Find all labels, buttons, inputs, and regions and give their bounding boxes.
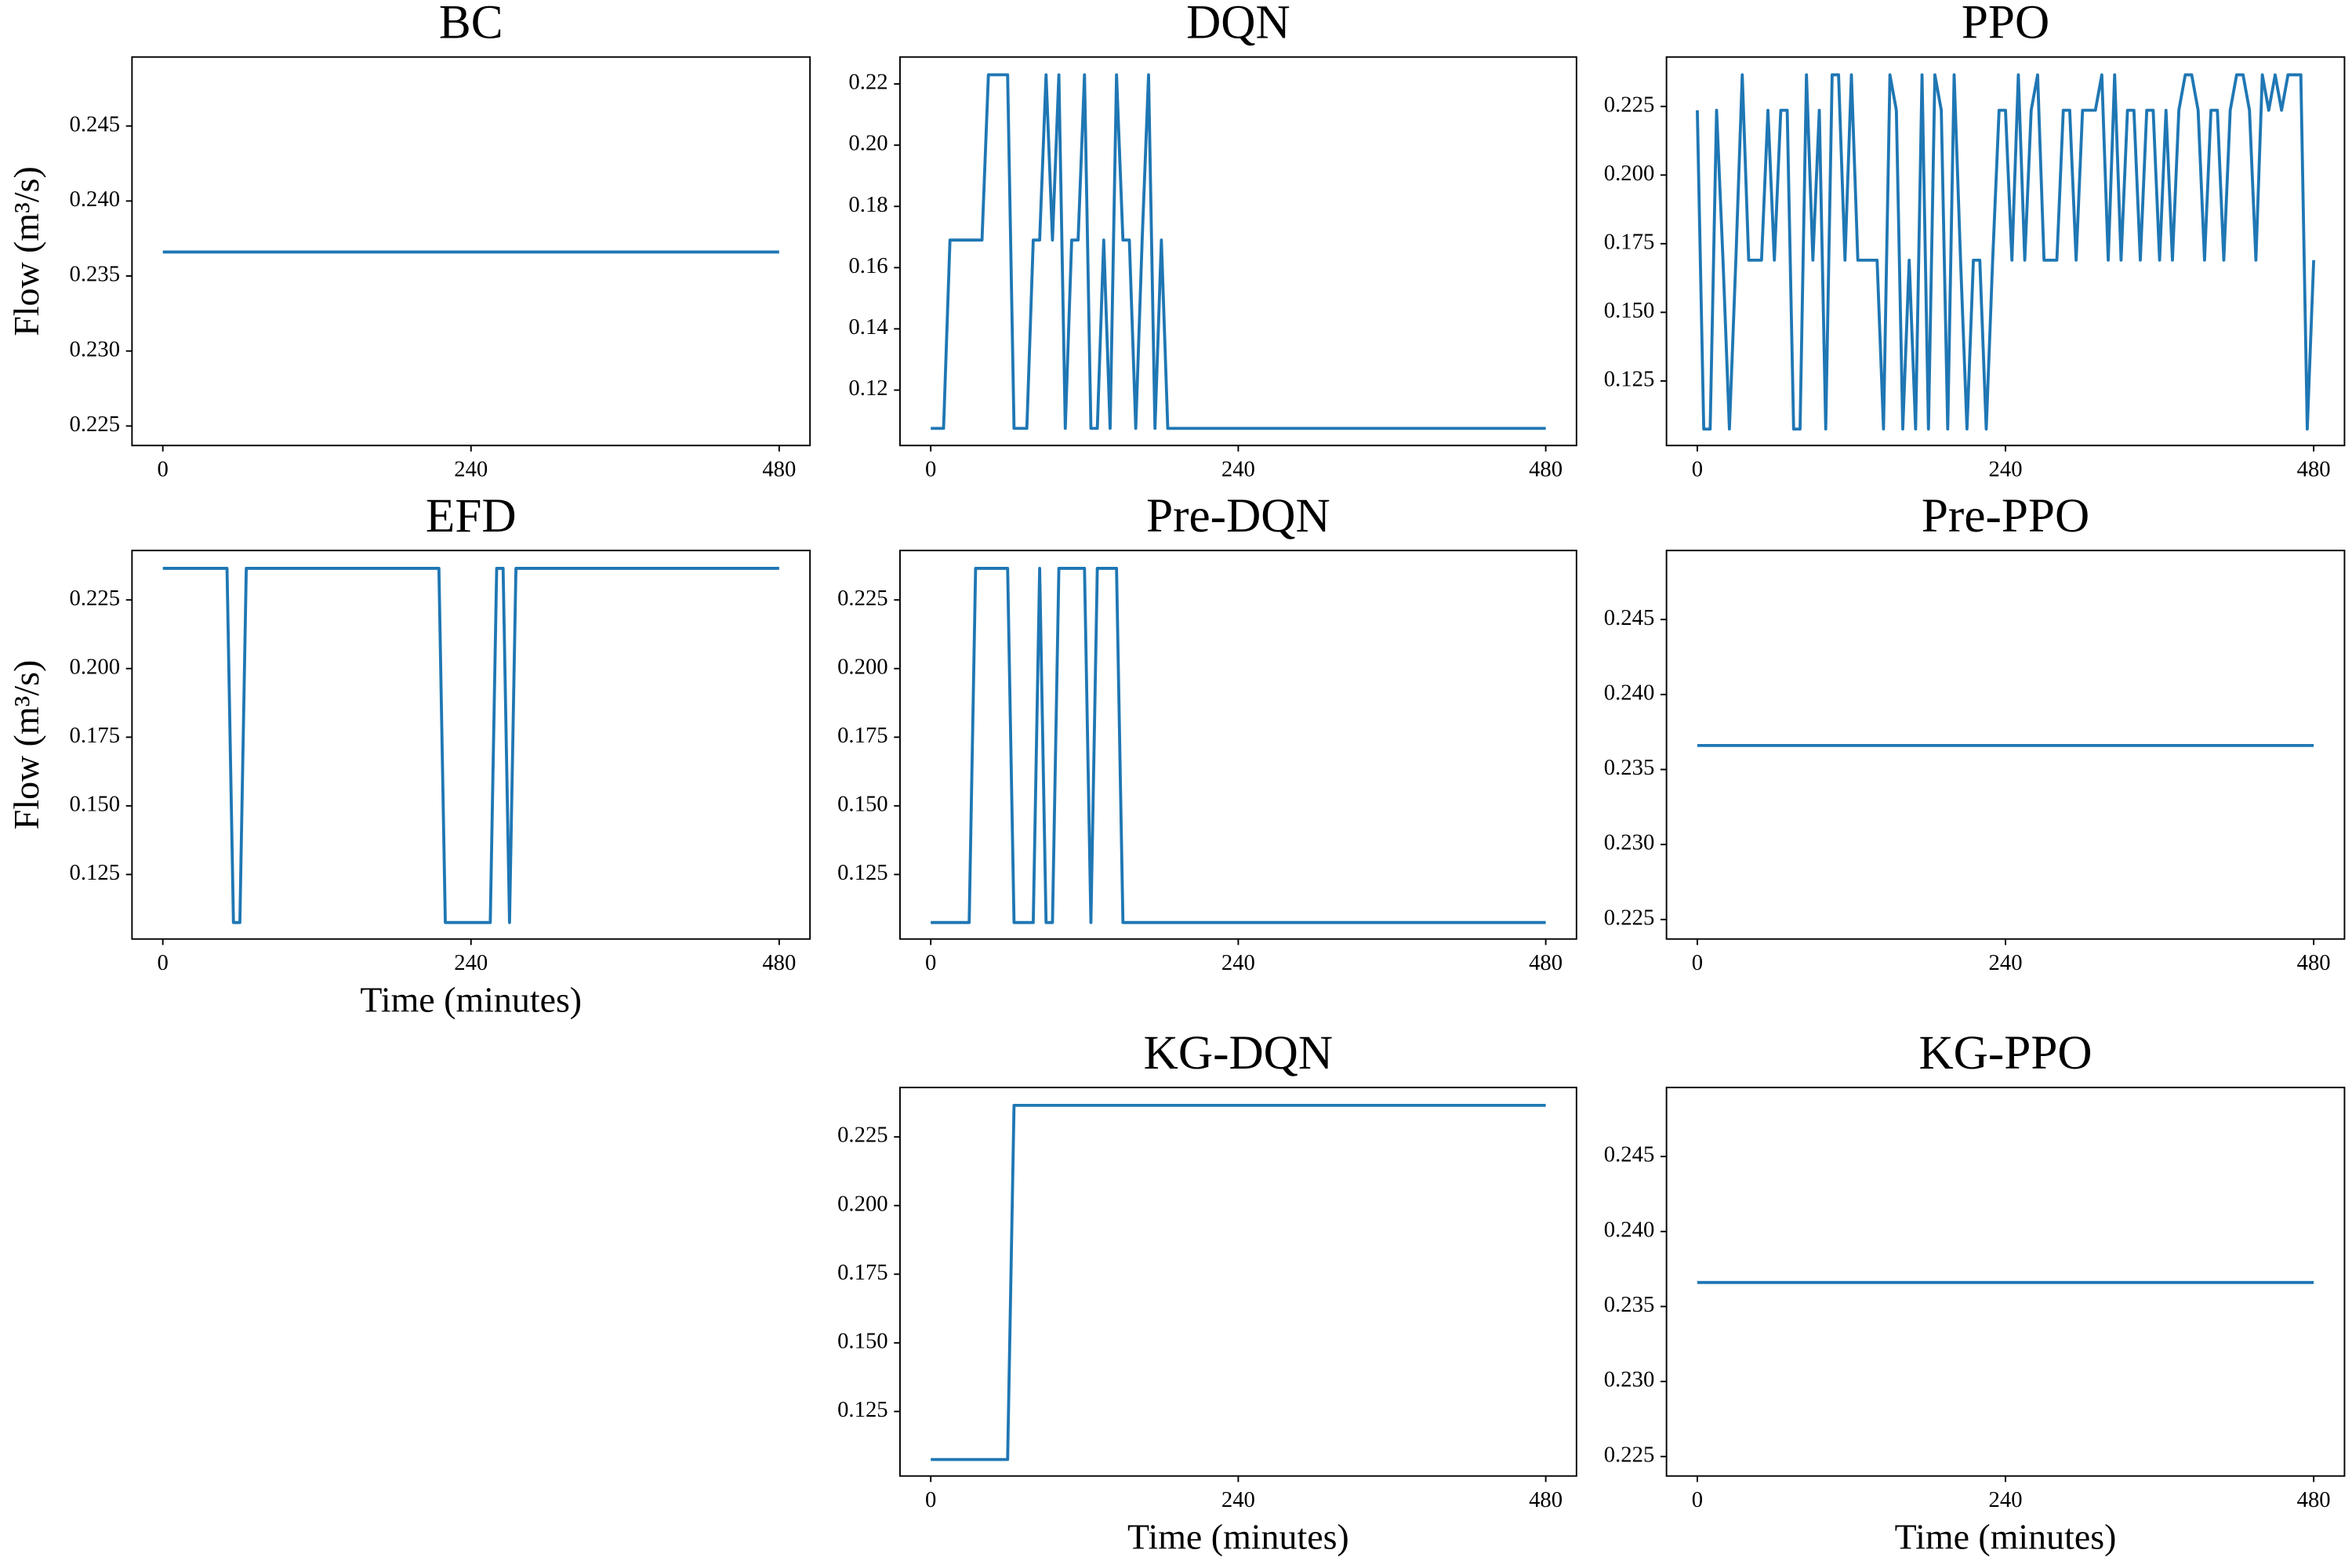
y-tick-label: 0.235 <box>1604 755 1655 780</box>
plot-frame <box>899 1087 1577 1477</box>
subplot-title: Pre-DQN <box>1146 489 1330 543</box>
plot-frame <box>131 56 811 447</box>
plot-frame <box>1665 550 2346 940</box>
x-tick-label: 480 <box>2297 950 2331 975</box>
y-tick-label: 0.240 <box>70 187 121 212</box>
subplot-title: Pre-PPO <box>1922 489 2089 543</box>
y-tick-label: 0.225 <box>1604 92 1655 117</box>
x-tick-label: 0 <box>158 456 169 481</box>
y-tick-label: 0.125 <box>837 1397 888 1422</box>
subplot-title: DQN <box>1186 0 1290 49</box>
data-line <box>931 1103 1546 1461</box>
x-tick-label: 0 <box>925 1487 936 1512</box>
y-tick-label: 0.225 <box>70 586 121 611</box>
x-tick-label: 240 <box>1221 456 1255 481</box>
data-line <box>1696 73 2316 431</box>
x-tick-label: 480 <box>2297 1487 2331 1512</box>
x-tick-label: 480 <box>1529 456 1563 481</box>
x-tick-label: 480 <box>762 456 796 481</box>
y-tick-label: 0.240 <box>1604 1217 1655 1242</box>
x-tick-label: 480 <box>762 950 796 975</box>
y-tick-label: 0.230 <box>1604 830 1655 855</box>
plot-frame <box>1665 1087 2346 1477</box>
subplot-title: KG-DQN <box>1144 1026 1333 1080</box>
plot-frame <box>899 550 1577 940</box>
y-tick-label: 0.245 <box>1604 605 1655 630</box>
y-tick-label: 0.245 <box>70 111 121 136</box>
y-tick-label: 0.200 <box>1604 161 1655 186</box>
y-tick-label: 0.225 <box>1604 905 1655 930</box>
y-axis-label: Flow (m³/s) <box>6 660 46 830</box>
x-tick-label: 0 <box>1692 1487 1703 1512</box>
x-axis-label: Time (minutes) <box>360 980 582 1020</box>
y-tick-label: 0.150 <box>1604 298 1655 323</box>
y-axis-label: Flow (m³/s) <box>6 166 46 336</box>
subplot-title: EFD <box>426 489 517 543</box>
x-tick-label: 0 <box>158 950 169 975</box>
y-tick-label: 0.12 <box>848 376 887 401</box>
subplot-title: PPO <box>1962 0 2049 49</box>
x-tick-label: 240 <box>454 456 488 481</box>
y-tick-label: 0.240 <box>1604 680 1655 705</box>
y-tick-label: 0.235 <box>1604 1292 1655 1317</box>
x-tick-label: 0 <box>925 950 936 975</box>
y-tick-label: 0.225 <box>837 586 888 611</box>
y-tick-label: 0.200 <box>837 1191 888 1216</box>
y-tick-label: 0.235 <box>70 262 121 287</box>
y-tick-label: 0.125 <box>1604 367 1655 392</box>
x-tick-label: 240 <box>1989 456 2023 481</box>
x-tick-label: 240 <box>1989 1487 2023 1512</box>
subplot-title: KG-PPO <box>1918 1026 2092 1080</box>
x-tick-label: 0 <box>925 456 936 481</box>
y-tick-label: 0.175 <box>1604 229 1655 254</box>
y-tick-label: 0.175 <box>70 723 121 748</box>
x-tick-label: 240 <box>454 950 488 975</box>
y-tick-label: 0.150 <box>70 791 121 816</box>
y-tick-label: 0.16 <box>848 253 887 278</box>
subplot-title: BC <box>439 0 503 49</box>
data-line <box>162 567 779 924</box>
x-tick-label: 480 <box>1529 1487 1563 1512</box>
x-tick-label: 240 <box>1989 950 2023 975</box>
x-tick-label: 0 <box>1692 456 1703 481</box>
y-tick-label: 0.225 <box>70 412 121 437</box>
y-tick-label: 0.125 <box>70 860 121 885</box>
y-tick-label: 0.22 <box>848 70 887 95</box>
x-axis-label: Time (minutes) <box>1895 1516 2117 1556</box>
y-tick-label: 0.125 <box>837 860 888 885</box>
data-line <box>931 73 1546 430</box>
y-tick-label: 0.225 <box>1604 1442 1655 1467</box>
y-tick-label: 0.20 <box>848 131 887 156</box>
y-tick-label: 0.175 <box>837 1260 888 1285</box>
x-tick-label: 0 <box>1692 950 1703 975</box>
y-tick-label: 0.18 <box>848 192 887 217</box>
x-axis-label: Time (minutes) <box>1127 1516 1349 1556</box>
x-tick-label: 480 <box>2297 456 2331 481</box>
y-tick-label: 0.200 <box>837 654 888 679</box>
y-tick-label: 0.150 <box>837 791 888 816</box>
y-tick-label: 0.200 <box>70 654 121 679</box>
y-tick-label: 0.225 <box>837 1123 888 1148</box>
y-tick-label: 0.14 <box>848 314 887 339</box>
data-line <box>931 567 1546 924</box>
plot-frame <box>131 550 811 940</box>
x-tick-label: 240 <box>1221 950 1255 975</box>
plot-frame <box>1665 56 2346 447</box>
plot-frame <box>899 56 1577 447</box>
y-tick-label: 0.150 <box>837 1328 888 1353</box>
y-tick-label: 0.230 <box>1604 1367 1655 1392</box>
y-tick-label: 0.245 <box>1604 1142 1655 1167</box>
y-tick-label: 0.175 <box>837 723 888 748</box>
x-tick-label: 480 <box>1529 950 1563 975</box>
y-tick-label: 0.230 <box>70 336 121 361</box>
x-tick-label: 240 <box>1221 1487 1255 1512</box>
